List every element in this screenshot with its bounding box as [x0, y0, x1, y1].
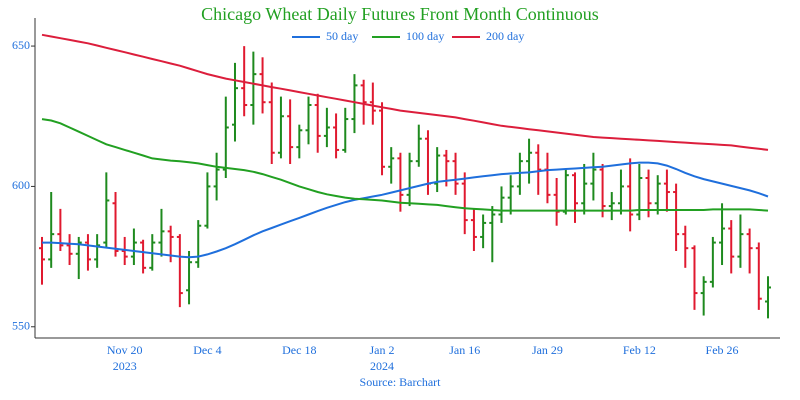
legend-label: 50 day [326, 29, 358, 43]
y-tick-label: 600 [12, 178, 30, 192]
moving-average-line [41, 118, 769, 212]
x-tick-label: Jan 29 [532, 343, 563, 357]
y-tick-label: 650 [12, 38, 30, 52]
x-year-label: 2023 [113, 359, 137, 373]
x-tick-label: Jan 2 [370, 343, 395, 357]
x-tick-label: Feb 26 [706, 343, 739, 357]
chart-title: Chicago Wheat Daily Futures Front Month … [201, 4, 599, 24]
y-tick-label: 550 [12, 319, 30, 333]
moving-average-line [42, 161, 769, 259]
x-tick-label: Dec 4 [193, 343, 221, 357]
legend-label: 100 day [406, 29, 444, 43]
legend-label: 200 day [486, 29, 524, 43]
x-tick-label: Dec 18 [282, 343, 316, 357]
moving-average-line [41, 33, 769, 151]
source: Source: Barchart [360, 375, 442, 389]
x-tick-label: Feb 12 [623, 343, 656, 357]
x-year-label: 2024 [370, 359, 394, 373]
x-tick-label: Jan 16 [449, 343, 480, 357]
x-tick-label: Nov 20 [107, 343, 143, 357]
